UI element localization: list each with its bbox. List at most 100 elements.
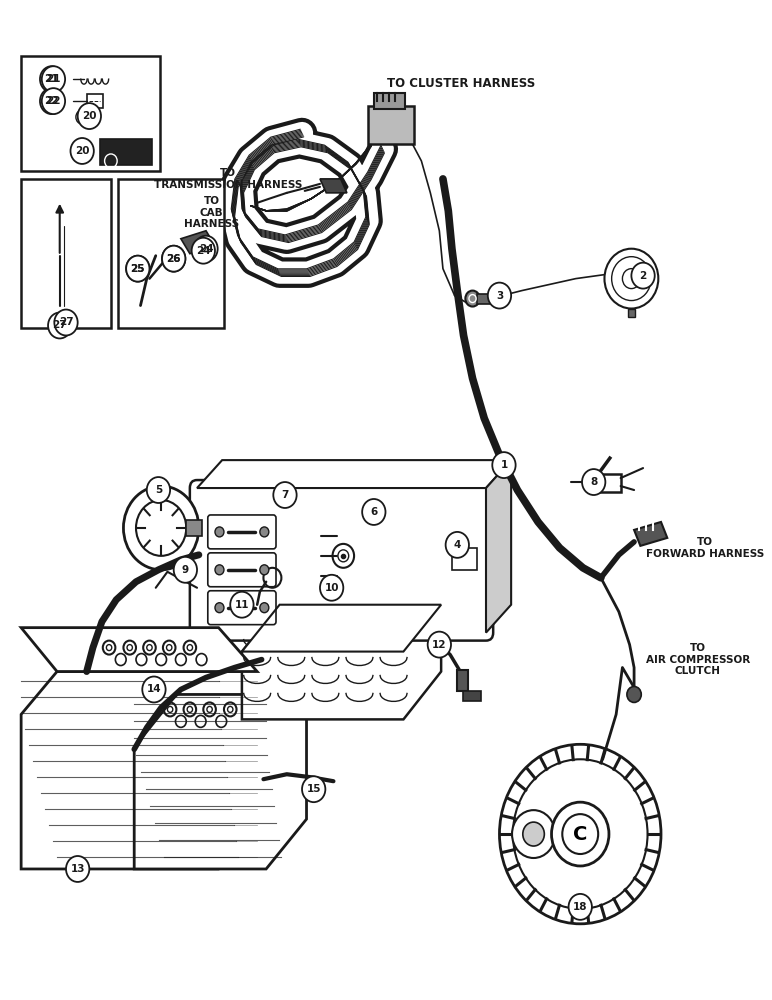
Bar [628, 309, 635, 317]
Polygon shape [486, 460, 511, 633]
Circle shape [142, 677, 166, 702]
Circle shape [147, 477, 170, 503]
Text: 5: 5 [155, 485, 162, 495]
Polygon shape [320, 179, 347, 193]
Text: 12: 12 [432, 640, 446, 650]
Text: 24: 24 [196, 246, 211, 256]
Circle shape [42, 88, 65, 114]
Circle shape [513, 759, 648, 909]
Text: 24: 24 [198, 244, 213, 254]
Polygon shape [181, 231, 215, 254]
Circle shape [488, 283, 511, 309]
Text: 22: 22 [45, 96, 59, 106]
Bar [21, 56, 161, 171]
Text: TO
FORWARD HARNESS: TO FORWARD HARNESS [645, 537, 764, 559]
Polygon shape [242, 605, 441, 719]
Circle shape [70, 138, 94, 164]
Text: 22: 22 [46, 96, 61, 106]
Circle shape [66, 856, 90, 882]
Text: TO
AIR COMPRESSOR
CLUTCH: TO AIR COMPRESSOR CLUTCH [645, 643, 750, 676]
Bar [477, 294, 490, 304]
Circle shape [126, 256, 150, 282]
Circle shape [260, 565, 269, 575]
Text: 20: 20 [82, 111, 96, 121]
Circle shape [40, 88, 63, 114]
Text: 2: 2 [639, 271, 647, 281]
Text: 10: 10 [324, 583, 339, 593]
Text: 7: 7 [281, 490, 289, 500]
Text: 20: 20 [75, 146, 90, 156]
Circle shape [302, 776, 325, 802]
Polygon shape [134, 694, 306, 869]
Text: TO
CAB
HARNESS: TO CAB HARNESS [184, 196, 239, 229]
Circle shape [499, 744, 661, 924]
Circle shape [162, 246, 185, 272]
Text: 27: 27 [52, 320, 67, 330]
Bar [21, 179, 111, 328]
Text: TO
TRANSMISSION HARNESS: TO TRANSMISSION HARNESS [154, 168, 302, 190]
Circle shape [523, 822, 544, 846]
Bar [186, 520, 202, 536]
Text: 15: 15 [306, 784, 321, 794]
Text: 27: 27 [59, 317, 73, 327]
Text: 13: 13 [70, 864, 85, 874]
Circle shape [195, 236, 218, 262]
FancyBboxPatch shape [190, 480, 493, 641]
Text: 18: 18 [573, 902, 587, 912]
Text: 1: 1 [500, 460, 507, 470]
Circle shape [78, 103, 101, 129]
Circle shape [273, 482, 296, 508]
Text: 14: 14 [147, 684, 161, 694]
Text: 26: 26 [167, 254, 181, 264]
Circle shape [428, 632, 451, 658]
Circle shape [230, 592, 253, 618]
Text: 9: 9 [181, 565, 189, 575]
Bar [592, 474, 621, 492]
Bar [374, 93, 405, 109]
Circle shape [48, 313, 71, 338]
Circle shape [582, 469, 605, 495]
Polygon shape [242, 605, 441, 652]
Circle shape [512, 810, 555, 858]
Polygon shape [197, 460, 511, 488]
Bar [457, 670, 468, 691]
Bar [367, 106, 415, 144]
Polygon shape [21, 672, 257, 869]
Circle shape [191, 238, 215, 264]
Circle shape [445, 532, 469, 558]
Bar [100, 139, 152, 165]
Circle shape [215, 603, 224, 613]
Text: 25: 25 [130, 264, 145, 274]
Circle shape [215, 565, 224, 575]
Polygon shape [634, 522, 667, 546]
Circle shape [126, 256, 150, 282]
Text: 25: 25 [130, 264, 145, 274]
Circle shape [568, 894, 592, 920]
Circle shape [493, 452, 516, 478]
Circle shape [320, 575, 344, 601]
Circle shape [174, 557, 197, 583]
Bar [462, 691, 481, 701]
Text: 21: 21 [45, 74, 59, 84]
Circle shape [260, 527, 269, 537]
Text: C: C [573, 825, 587, 844]
Text: 3: 3 [496, 291, 503, 301]
Text: 4: 4 [454, 540, 461, 550]
Circle shape [631, 263, 655, 289]
Circle shape [260, 603, 269, 613]
Circle shape [136, 500, 186, 556]
Text: 11: 11 [235, 600, 249, 610]
Circle shape [627, 686, 642, 702]
Bar [86, 94, 103, 108]
Text: 26: 26 [167, 254, 181, 264]
Circle shape [54, 310, 78, 335]
Text: 8: 8 [590, 477, 598, 487]
Circle shape [162, 246, 185, 272]
Circle shape [124, 486, 199, 570]
Text: 21: 21 [46, 74, 61, 84]
Circle shape [42, 66, 65, 92]
Circle shape [40, 66, 63, 92]
Circle shape [466, 291, 479, 307]
Text: TO CLUSTER HARNESS: TO CLUSTER HARNESS [388, 77, 536, 90]
Polygon shape [21, 628, 257, 672]
